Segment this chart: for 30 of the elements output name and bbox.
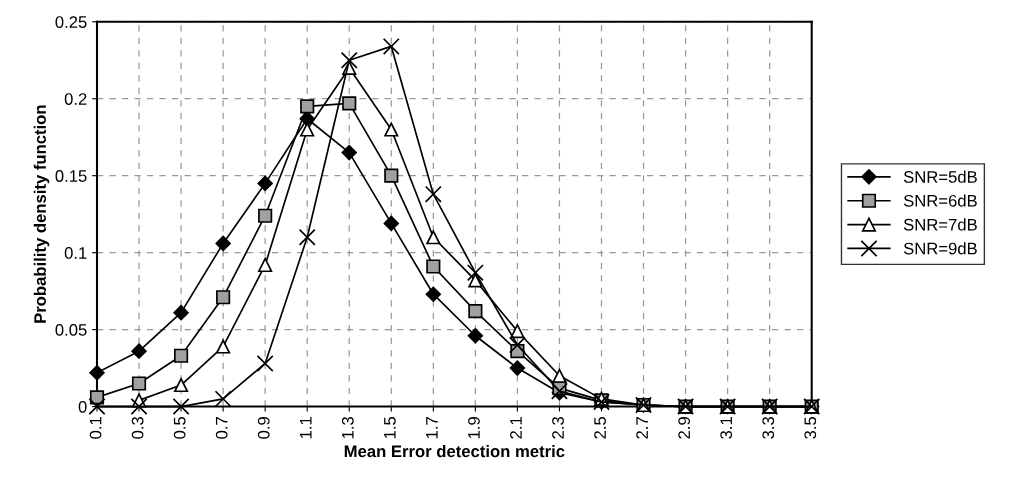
y-tick-label: 0.1: [64, 247, 87, 259]
x-tick-label: 2.1: [510, 417, 522, 439]
x-tick-label: 1.1: [300, 417, 312, 439]
legend-label: SNR=7dB: [903, 218, 977, 231]
x-tick-label: 2.7: [636, 417, 648, 439]
y-tick-label: 0: [78, 400, 87, 413]
y-tick-label: 0.2: [64, 93, 87, 105]
legend-label: SNR=9dB: [903, 242, 977, 255]
x-tick-label: 3.3: [762, 417, 775, 439]
legend-label: SNR=5dB: [903, 170, 977, 183]
x-tick-label: 1.7: [426, 417, 438, 439]
x-tick-label: 1.5: [384, 416, 396, 439]
x-tick-label: 2.5: [594, 416, 606, 439]
x-tick-label: 3.1: [720, 417, 733, 439]
x-tick-label: 0.5: [173, 416, 186, 439]
x-tick-label: 2.9: [678, 417, 691, 439]
x-tick-label: 0.3: [131, 417, 144, 439]
legend-label: SNR=6dB: [903, 194, 977, 207]
x-tick-label: 1.3: [341, 417, 354, 439]
x-tick-label: 2.3: [552, 417, 564, 439]
x-tick-label: 0.1: [89, 417, 102, 439]
x-tick-label: 1.9: [468, 417, 480, 439]
y-tick-label: 0.25: [55, 16, 87, 28]
y-tick-label: 0.15: [55, 170, 87, 182]
y-tick-label: 0.05: [55, 324, 87, 336]
x-tick-label: 0.7: [215, 417, 228, 439]
x-tick-label: 0.9: [257, 417, 270, 439]
x-axis-title: Mean Error detection metric: [344, 445, 565, 458]
y-axis-title: Probability density function: [33, 105, 50, 323]
x-tick-label: 3.5: [804, 416, 817, 439]
